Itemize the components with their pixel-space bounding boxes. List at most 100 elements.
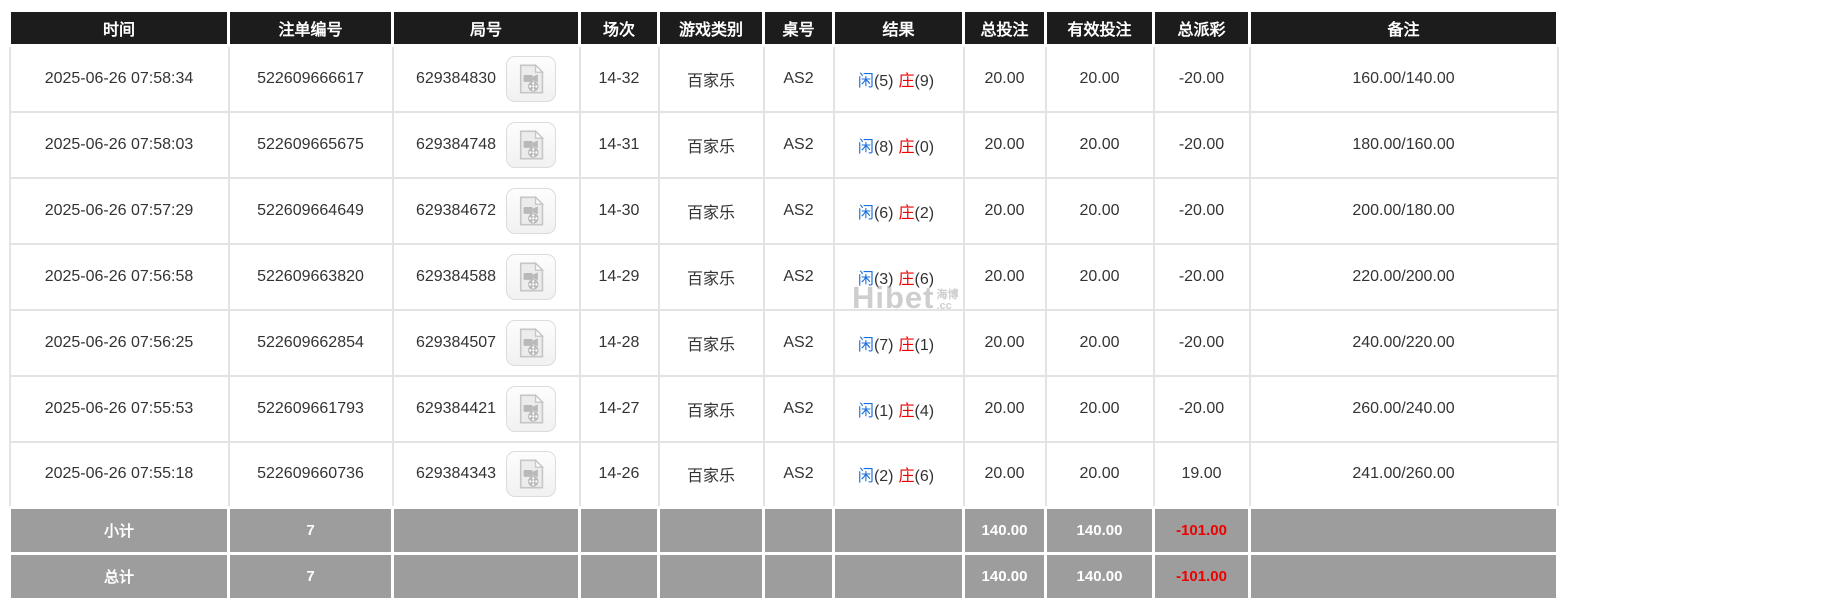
result-player-label: 闲: [857, 270, 874, 288]
table-row: 2025-06-26 07:58:34 522609666617 6293848…: [8, 44, 1559, 113]
cell-time: 2025-06-26 07:56:58: [8, 242, 230, 311]
cell-table-no: AS2: [762, 44, 835, 113]
cell-session: 14-29: [578, 242, 660, 311]
table-row: 2025-06-26 07:58:03 522609665675 6293847…: [8, 110, 1559, 179]
cell-remark: 220.00/200.00: [1248, 242, 1559, 311]
cell-round-id: 629384672: [391, 176, 581, 245]
cell-game-type: 百家乐: [657, 374, 765, 443]
cell-time: 2025-06-26 07:56:25: [8, 308, 230, 377]
cell-payout: -20.00: [1152, 44, 1251, 113]
video-replay-button[interactable]: [506, 55, 557, 102]
cell-session: 14-32: [578, 44, 660, 113]
cell-valid-bet: 20.00: [1044, 308, 1155, 377]
table-row: 2025-06-26 07:56:25 522609662854 6293845…: [8, 308, 1559, 377]
cell-game-type: 百家乐: [657, 440, 765, 509]
round-id-value: 629384588: [415, 267, 497, 285]
subtotal-row: 小计 7 140.00 140.00 -101.00: [8, 506, 1559, 555]
cell-remark: 241.00/260.00: [1248, 440, 1559, 509]
cell-time: 2025-06-26 07:55:53: [8, 374, 230, 443]
cell-valid-bet: 20.00: [1044, 242, 1155, 311]
col-header-remark: 备注: [1248, 9, 1559, 47]
cell-table-no: AS2: [762, 440, 835, 509]
grand-total-label: 总计: [8, 552, 230, 601]
cell-table-no: AS2: [762, 374, 835, 443]
cell-valid-bet: 20.00: [1044, 374, 1155, 443]
cell-result: 闲(3) 庄(6): [832, 242, 965, 311]
cell-round-id: 629384588: [391, 242, 581, 311]
result-banker-points: (0): [914, 138, 935, 156]
subtotal-total-bet: 140.00: [962, 506, 1047, 555]
cell-round-id: 629384748: [391, 110, 581, 179]
result-banker-points: (4): [914, 402, 935, 420]
result-banker-points: (6): [914, 468, 935, 486]
col-header-game-type: 游戏类别: [657, 9, 765, 47]
result-banker-label: 庄: [898, 402, 915, 420]
result-player-label: 闲: [857, 336, 874, 354]
cell-payout: -20.00: [1152, 242, 1251, 311]
cell-payout: -20.00: [1152, 176, 1251, 245]
video-replay-icon: [519, 63, 545, 94]
round-id-value: 629384672: [415, 201, 497, 219]
cell-session: 14-27: [578, 374, 660, 443]
cell-time: 2025-06-26 07:57:29: [8, 176, 230, 245]
round-id-value: 629384748: [415, 135, 497, 153]
result-player-points: (2): [873, 468, 894, 486]
cell-result: 闲(8) 庄(0): [832, 110, 965, 179]
result-banker-label: 庄: [898, 204, 915, 222]
video-replay-button[interactable]: [506, 187, 557, 234]
result-player-label: 闲: [857, 204, 874, 222]
video-replay-icon: [519, 261, 545, 292]
table-row: 2025-06-26 07:55:53 522609661793 6293844…: [8, 374, 1559, 443]
subtotal-label: 小计: [8, 506, 230, 555]
subtotal-valid-bet: 140.00: [1044, 506, 1155, 555]
result-player-points: (5): [873, 72, 894, 90]
cell-remark: 240.00/220.00: [1248, 308, 1559, 377]
video-replay-button[interactable]: [506, 385, 557, 432]
col-header-table-no: 桌号: [762, 9, 835, 47]
grand-total-row: 总计 7 140.00 140.00 -101.00: [8, 552, 1559, 601]
cell-round-id: 629384421: [391, 374, 581, 443]
col-header-session: 场次: [578, 9, 660, 47]
result-banker-label: 庄: [898, 468, 915, 486]
round-id-value: 629384343: [415, 465, 497, 483]
cell-table-no: AS2: [762, 308, 835, 377]
result-player-points: (3): [873, 270, 894, 288]
cell-total-bet: 20.00: [962, 110, 1047, 179]
result-player-label: 闲: [857, 468, 874, 486]
result-player-label: 闲: [857, 402, 874, 420]
result-player-label: 闲: [857, 138, 874, 156]
result-player-points: (7): [873, 336, 894, 354]
cell-total-bet: 20.00: [962, 308, 1047, 377]
cell-game-type: 百家乐: [657, 44, 765, 113]
cell-bet-id: 522609664649: [227, 176, 394, 245]
table-body: 2025-06-26 07:58:34 522609666617 6293848…: [8, 44, 1559, 509]
result-player-points: (1): [873, 402, 894, 420]
cell-bet-id: 522609665675: [227, 110, 394, 179]
cell-payout: -20.00: [1152, 374, 1251, 443]
cell-bet-id: 522609661793: [227, 374, 394, 443]
cell-valid-bet: 20.00: [1044, 440, 1155, 509]
cell-round-id: 629384830: [391, 44, 581, 113]
cell-total-bet: 20.00: [962, 374, 1047, 443]
cell-game-type: 百家乐: [657, 242, 765, 311]
video-replay-button[interactable]: [506, 451, 557, 498]
table-row: 2025-06-26 07:56:58 522609663820 6293845…: [8, 242, 1559, 311]
cell-result: 闲(6) 庄(2): [832, 176, 965, 245]
video-replay-button[interactable]: [506, 319, 557, 366]
cell-result: 闲(1) 庄(4): [832, 374, 965, 443]
cell-result: 闲(7) 庄(1): [832, 308, 965, 377]
cell-payout: -20.00: [1152, 308, 1251, 377]
result-banker-points: (9): [914, 72, 935, 90]
cell-time: 2025-06-26 07:55:18: [8, 440, 230, 509]
video-replay-button[interactable]: [506, 121, 557, 168]
col-header-valid-bet: 有效投注: [1044, 9, 1155, 47]
video-replay-button[interactable]: [506, 253, 557, 300]
header-row: 时间 注单编号 局号 场次 游戏类别 桌号 结果 总投注 有效投注 总派彩 备注: [8, 9, 1559, 47]
cell-game-type: 百家乐: [657, 176, 765, 245]
result-banker-label: 庄: [898, 336, 915, 354]
cell-remark: 180.00/160.00: [1248, 110, 1559, 179]
result-banker-label: 庄: [898, 72, 915, 90]
result-banker-points: (1): [914, 336, 935, 354]
video-replay-icon: [519, 129, 545, 160]
cell-result: 闲(2) 庄(6): [832, 440, 965, 509]
